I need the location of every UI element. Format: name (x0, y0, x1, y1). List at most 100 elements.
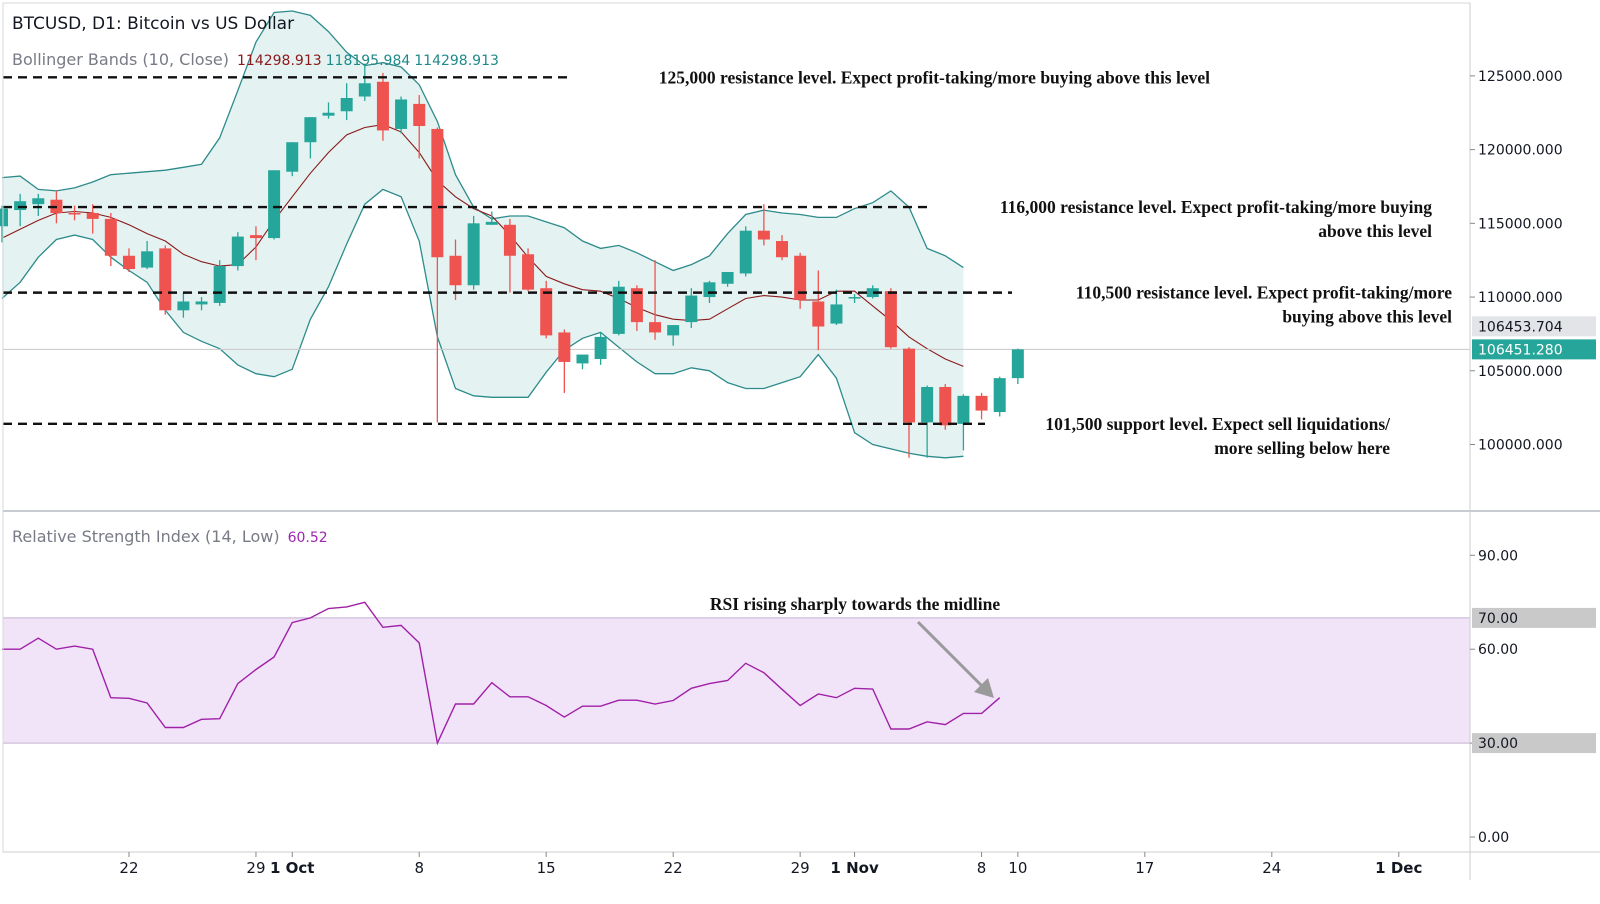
bollinger-band-fill (2, 11, 964, 458)
bearish-candle (86, 213, 99, 219)
bullish-candle (195, 301, 208, 305)
time-tick-label: 8 (977, 859, 987, 877)
rsi-annotation-arrow (916, 620, 986, 690)
price-label: 106451.280 (1478, 342, 1563, 358)
bearish-candle (522, 254, 535, 290)
rsi-band-label: 30.00 (1478, 736, 1518, 752)
bearish-candle (122, 255, 135, 270)
bullish-candle (1011, 349, 1024, 379)
bullish-candle (612, 286, 625, 334)
price-axis[interactable]: 100000.000 105000.000 110000.000 115000.000… (1470, 69, 1596, 454)
bearish-candle (68, 213, 81, 215)
bearish-candle (757, 230, 770, 240)
price-pane: 125,000 resistance level. Expect profit-… (0, 10, 1470, 459)
bullish-candle (848, 297, 861, 299)
bullish-candle (14, 201, 27, 211)
bullish-candle (721, 271, 734, 284)
bearish-candle (413, 103, 426, 127)
level-label: 101,500 support level. Expect sell liqui… (1045, 414, 1391, 434)
price-label-box (1472, 316, 1596, 337)
time-tick-label: 1 Nov (830, 859, 879, 877)
rsi-pane: RSI rising sharply towards the midline (2, 594, 1470, 746)
bollinger-upper-line (1, 10, 964, 272)
chart-title: BTCUSD, D1: Bitcoin vs US Dollar (12, 14, 295, 34)
level-label: 125,000 resistance level. Expect profit-… (659, 67, 1210, 87)
level-label: buying above this level (1282, 307, 1452, 327)
bullish-candle (231, 236, 244, 267)
bullish-candle (594, 336, 607, 359)
bearish-candle (159, 248, 172, 311)
bearish-candle (794, 255, 807, 300)
bollinger-legend-middle-value: 114298.913 (237, 53, 322, 69)
level-label: 110,500 resistance level. Expect profit-… (1076, 283, 1452, 303)
rsi-band-label-box (1472, 607, 1596, 628)
bullish-candle (467, 223, 480, 286)
rsi-annotation-arrowhead (974, 678, 994, 698)
rsi-tick-label: 90.00 (1478, 548, 1518, 564)
rsi-band-label-box (1472, 733, 1596, 754)
bollinger-legend-lower-value: 114298.913 (414, 53, 499, 69)
time-tick-label: 17 (1135, 859, 1154, 877)
bearish-candle (649, 322, 662, 333)
bearish-candle (449, 255, 462, 286)
bullish-candle (268, 170, 281, 239)
time-tick-label: 29 (791, 859, 810, 877)
bearish-candle (884, 291, 897, 348)
time-tick-label: 22 (664, 859, 683, 877)
price-label-box (1472, 339, 1596, 360)
time-tick-label: 22 (119, 859, 138, 877)
bullish-candle (830, 304, 843, 324)
time-axis[interactable]: 22 29 1 Oct 8 15 22 29 1 Nov 8 10 17 24 1 Dec (119, 852, 1422, 877)
bullish-candle (921, 386, 934, 423)
bearish-candle (376, 81, 389, 131)
bullish-candle (340, 97, 353, 112)
time-tick-label: 1 Dec (1375, 859, 1422, 877)
bullish-candle (213, 266, 226, 303)
price-tick-label: 120000.000 (1478, 143, 1563, 159)
rsi-legend-value: 60.52 (287, 530, 328, 546)
rsi-line (2, 601, 1001, 746)
bullish-candle (395, 99, 408, 129)
bullish-candle (485, 221, 498, 225)
time-tick-label: 24 (1262, 859, 1281, 877)
time-tick-label: 29 (246, 859, 265, 877)
bearish-candle (812, 301, 825, 327)
bollinger-legend-upper-value: 118195.984 (325, 53, 411, 69)
bearish-candle (975, 395, 988, 411)
time-tick-label: 15 (537, 859, 556, 877)
rsi-legend-label: Relative Strength Index (14, Low) (12, 527, 280, 546)
bearish-candle (540, 288, 553, 336)
bearish-candle (939, 386, 952, 426)
bullish-candle (177, 301, 190, 311)
level-label: more selling below here (1214, 438, 1390, 458)
price-tick-label: 115000.000 (1478, 216, 1563, 232)
rsi-annotation-text: RSI rising sharply towards the midline (710, 594, 1000, 614)
bearish-candle (104, 218, 117, 256)
bullish-candle (576, 354, 589, 364)
bollinger-legend[interactable]: Bollinger Bands (10, Close) 114298.913 118… (12, 50, 499, 69)
price-tick-label: 105000.000 (1478, 364, 1563, 380)
bullish-candle (0, 208, 8, 227)
bullish-candle (866, 288, 879, 298)
rsi-legend[interactable]: Relative Strength Index (14, Low) 60.52 (12, 527, 328, 546)
bullish-candle (141, 251, 154, 268)
time-tick-label: 8 (414, 859, 424, 877)
bearish-candle (630, 288, 643, 323)
time-tick-label: 1 Oct (270, 859, 314, 877)
bearish-candle (903, 348, 915, 423)
support-resistance-levels: 125,000 resistance level. Expect profit-… (3, 67, 1452, 458)
price-tick-label: 100000.000 (1478, 438, 1563, 454)
bearish-candle (776, 241, 789, 258)
bollinger-middle-line (1, 123, 964, 367)
bearish-candle (558, 332, 571, 362)
price-label: 106453.704 (1478, 319, 1563, 335)
price-tick-label: 110000.000 (1478, 290, 1563, 306)
bollinger-legend-label: Bollinger Bands (10, Close) (12, 50, 230, 69)
bullish-candle (322, 112, 335, 116)
bullish-candle (358, 83, 371, 97)
bearish-candle (249, 235, 262, 239)
bullish-candle (685, 295, 698, 323)
candles (0, 64, 1024, 458)
